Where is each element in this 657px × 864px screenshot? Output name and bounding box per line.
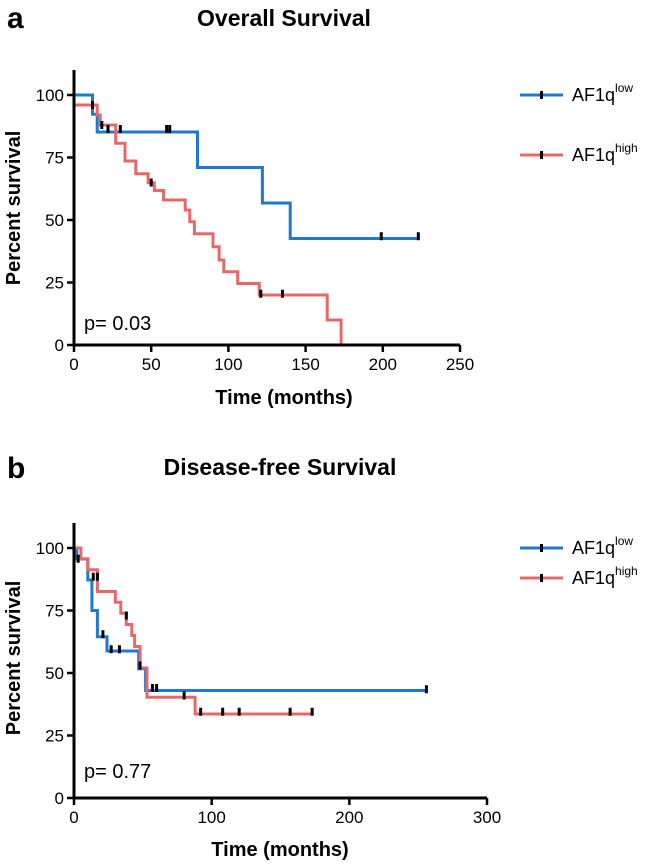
panel-b-legend: AF1qlow AF1qhigh [520,534,638,588]
panel-a-plot-area: 0 25 50 75 100 0 50 100 150 200 250 [36,70,474,374]
y-tick-label-b: 75 [45,602,64,621]
legend-b-low-label: AF1qlow [572,534,633,558]
y-tick-label-a: 25 [45,274,64,293]
y-tick-label-b: 100 [36,539,64,558]
panel-b-plot-area: 0 25 50 75 100 0 100 200 300 [36,523,501,827]
x-tick-label-b: 0 [69,808,78,827]
x-tick-label-a: 0 [69,355,78,374]
panel-b-x-axis-label: Time (months) [211,839,348,861]
panel-b-p-value: p= 0.77 [84,761,151,783]
panel-b-title: Disease-free Survival [164,454,397,480]
x-tick-label-a: 200 [369,355,397,374]
panel-a-title: Overall Survival [197,5,371,31]
panel-a-p-value: p= 0.03 [84,313,151,335]
panel-a-letter: a [7,2,24,35]
x-tick-label-b: 300 [473,808,501,827]
x-tick-label-a: 150 [291,355,319,374]
x-tick-label-a: 100 [214,355,242,374]
y-tick-label-b: 25 [45,727,64,746]
panel-b: b Disease-free Survival Time (months) Pe… [3,452,638,861]
panel-b-letter: b [7,452,25,485]
series-a-high-line [72,95,343,345]
y-tick-label-a: 75 [45,149,64,168]
x-tick-label-b: 100 [197,808,225,827]
panel-a-y-axis-label: Percent survival [3,131,25,286]
legend-b-high-label: AF1qhigh [572,564,638,588]
x-tick-label-b: 200 [335,808,363,827]
panel-a-legend: AF1qlow AF1qhigh [520,81,638,165]
y-tick-label-b: 0 [55,789,64,808]
series-a-low-line [74,93,419,240]
y-tick-label-a: 50 [45,211,64,230]
y-tick-label-a: 100 [36,86,64,105]
x-tick-label-a: 50 [142,355,161,374]
panel-a: a Overall Survival Time (months) Percent… [3,2,638,409]
panel-a-x-axis-label: Time (months) [215,387,352,409]
y-tick-label-a: 0 [55,336,64,355]
legend-a-low-label: AF1qlow [572,81,633,105]
panel-b-y-axis-label: Percent survival [3,581,25,736]
legend-a-high-label: AF1qhigh [572,141,638,165]
y-tick-label-b: 50 [45,664,64,683]
x-tick-label-a: 250 [446,355,474,374]
